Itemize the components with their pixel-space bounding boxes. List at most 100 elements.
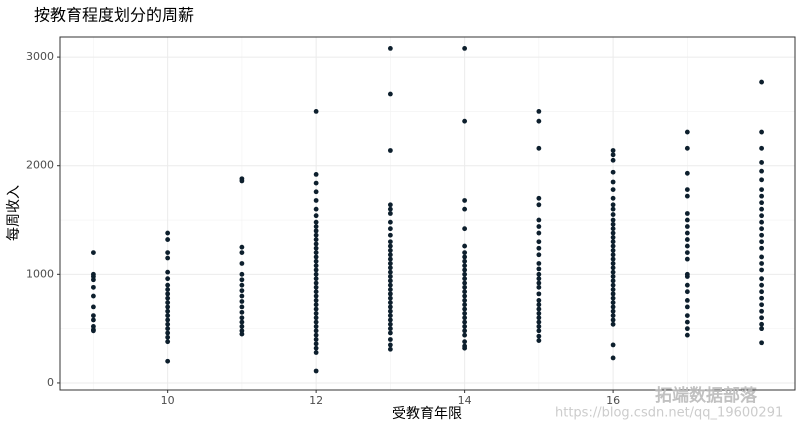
- point: [759, 239, 764, 245]
- x-tick-label: 10: [161, 394, 175, 407]
- point: [684, 237, 690, 242]
- point: [313, 345, 319, 351]
- point: [387, 239, 393, 245]
- point: [313, 228, 319, 234]
- point: [165, 250, 171, 256]
- point: [239, 288, 245, 294]
- y-tick-label: 0: [47, 376, 54, 389]
- point: [462, 226, 468, 232]
- point: [610, 217, 616, 223]
- point: [387, 202, 393, 208]
- point: [610, 342, 616, 348]
- point: [759, 261, 764, 266]
- point: [387, 308, 393, 314]
- point: [536, 230, 542, 236]
- point: [610, 287, 616, 292]
- point: [536, 195, 542, 201]
- point: [462, 293, 468, 299]
- point: [91, 313, 96, 318]
- point: [610, 226, 616, 232]
- point: [759, 177, 764, 183]
- point: [536, 311, 542, 316]
- point: [387, 346, 393, 352]
- point: [610, 248, 616, 253]
- point: [313, 311, 319, 316]
- point: [387, 282, 393, 288]
- point: [313, 315, 319, 321]
- point: [610, 261, 616, 266]
- point: [313, 276, 319, 282]
- point: [759, 282, 764, 288]
- point: [239, 315, 245, 321]
- point: [536, 315, 542, 321]
- point: [536, 239, 542, 245]
- point: [239, 309, 245, 315]
- point: [462, 250, 468, 256]
- point: [165, 282, 171, 288]
- point: [387, 326, 393, 332]
- point: [387, 317, 393, 323]
- point: [759, 129, 764, 135]
- point: [387, 269, 393, 275]
- point: [684, 224, 690, 229]
- point: [684, 289, 690, 295]
- point: [536, 266, 542, 272]
- point: [759, 206, 764, 212]
- point: [313, 245, 319, 251]
- point: [387, 342, 393, 348]
- x-tick-label: 12: [309, 394, 323, 407]
- point: [165, 339, 171, 345]
- point: [610, 274, 616, 279]
- point: [759, 232, 764, 238]
- point: [610, 321, 616, 327]
- point: [462, 315, 468, 321]
- point: [387, 278, 393, 284]
- point: [313, 267, 319, 273]
- point: [387, 243, 393, 249]
- point: [313, 302, 319, 308]
- point: [165, 295, 171, 301]
- point: [165, 313, 171, 318]
- point: [536, 333, 542, 339]
- panel-border: [59, 36, 796, 391]
- point: [684, 326, 690, 332]
- point: [313, 271, 319, 277]
- point: [759, 276, 764, 282]
- point: [239, 331, 245, 337]
- point: [462, 254, 468, 260]
- point: [684, 332, 690, 338]
- point: [536, 306, 542, 312]
- point: [387, 211, 393, 216]
- point: [313, 180, 319, 186]
- point: [462, 118, 468, 124]
- point: [239, 261, 245, 266]
- point: [536, 109, 542, 114]
- point: [759, 315, 764, 321]
- point: [387, 265, 393, 271]
- point: [91, 304, 96, 310]
- point: [91, 328, 96, 334]
- point: [610, 234, 616, 240]
- point: [536, 224, 542, 229]
- point: [759, 321, 764, 327]
- point: [759, 200, 764, 206]
- point: [313, 341, 319, 347]
- point: [313, 337, 319, 342]
- point: [313, 284, 319, 290]
- point: [759, 187, 764, 193]
- point: [313, 171, 319, 177]
- point: [165, 304, 171, 310]
- point: [536, 338, 542, 343]
- point: [387, 300, 393, 305]
- point: [759, 308, 764, 314]
- point: [610, 239, 616, 245]
- point: [759, 160, 764, 165]
- point: [239, 299, 245, 304]
- point: [239, 250, 245, 256]
- point: [536, 217, 542, 223]
- point: [462, 332, 468, 338]
- chart-title: 按教育程度划分的周薪: [34, 6, 194, 25]
- point: [536, 284, 542, 290]
